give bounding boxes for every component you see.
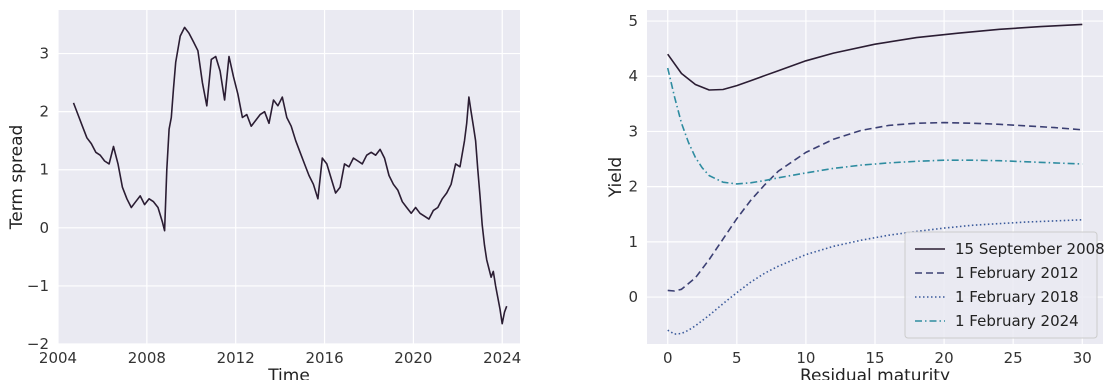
y-tick-label: 3 <box>628 122 638 140</box>
x-tick-label: 10 <box>796 349 815 367</box>
legend: 15 September 2008 1 February 2012 1 Februa… <box>904 231 1105 339</box>
legend-label: 15 September 2008 <box>955 240 1105 258</box>
x-tick-label: 2020 <box>394 349 432 367</box>
y-axis-label: Term spread <box>7 125 27 231</box>
y-tick-label: 4 <box>628 67 638 85</box>
series-line-1 <box>72 26 508 325</box>
y-tick-label: −1 <box>27 277 49 295</box>
series-line-1 <box>667 23 1083 91</box>
x-tick-label: 2012 <box>217 349 255 367</box>
legend-label: 1 February 2018 <box>955 288 1079 306</box>
y-tick-label: 2 <box>628 178 638 196</box>
series-line-3 <box>667 219 1083 335</box>
y-tick-label: 0 <box>628 288 638 306</box>
y-tick-label: 2 <box>39 103 49 121</box>
x-tick-label: 2024 <box>483 349 521 367</box>
x-tick-label: 0 <box>663 349 673 367</box>
y-tick-label: 1 <box>39 161 49 179</box>
x-tick-label: 2008 <box>128 349 166 367</box>
x-tick-label: 25 <box>1004 349 1023 367</box>
y-tick-label: 5 <box>628 12 638 30</box>
x-axis-label: Time <box>267 366 310 380</box>
y-tick-label: 3 <box>39 45 49 63</box>
y-tick-label: 1 <box>628 233 638 251</box>
y-axis-label: Yield <box>606 157 626 198</box>
x-tick-label: 5 <box>732 349 742 367</box>
x-tick-label: 20 <box>935 349 954 367</box>
left-chart-term-spread: 2004 2008 2012 2016 2020 2024 −2 −1 0 1 2 3 Time Term… <box>7 10 521 380</box>
y-tick-label: −2 <box>27 335 49 353</box>
x-tick-label: 30 <box>1073 349 1092 367</box>
plot-area <box>58 10 520 344</box>
x-tick-label: 15 <box>865 349 884 367</box>
y-tick-label: 0 <box>39 219 49 237</box>
legend-label: 1 February 2024 <box>955 312 1079 330</box>
x-tick-label: 2016 <box>305 349 343 367</box>
x-axis-label: Residual maturity <box>800 366 950 380</box>
legend-box <box>904 231 1098 339</box>
series-line-4 <box>666 67 1083 185</box>
right-chart-yield-curves: 0 5 10 15 20 25 30 0 1 2 3 4 5 Residual maturity Yield… <box>606 10 1105 380</box>
legend-label: 1 February 2012 <box>955 264 1079 282</box>
x-tick-label: 2004 <box>39 349 77 367</box>
series-line-2 <box>667 121 1083 292</box>
